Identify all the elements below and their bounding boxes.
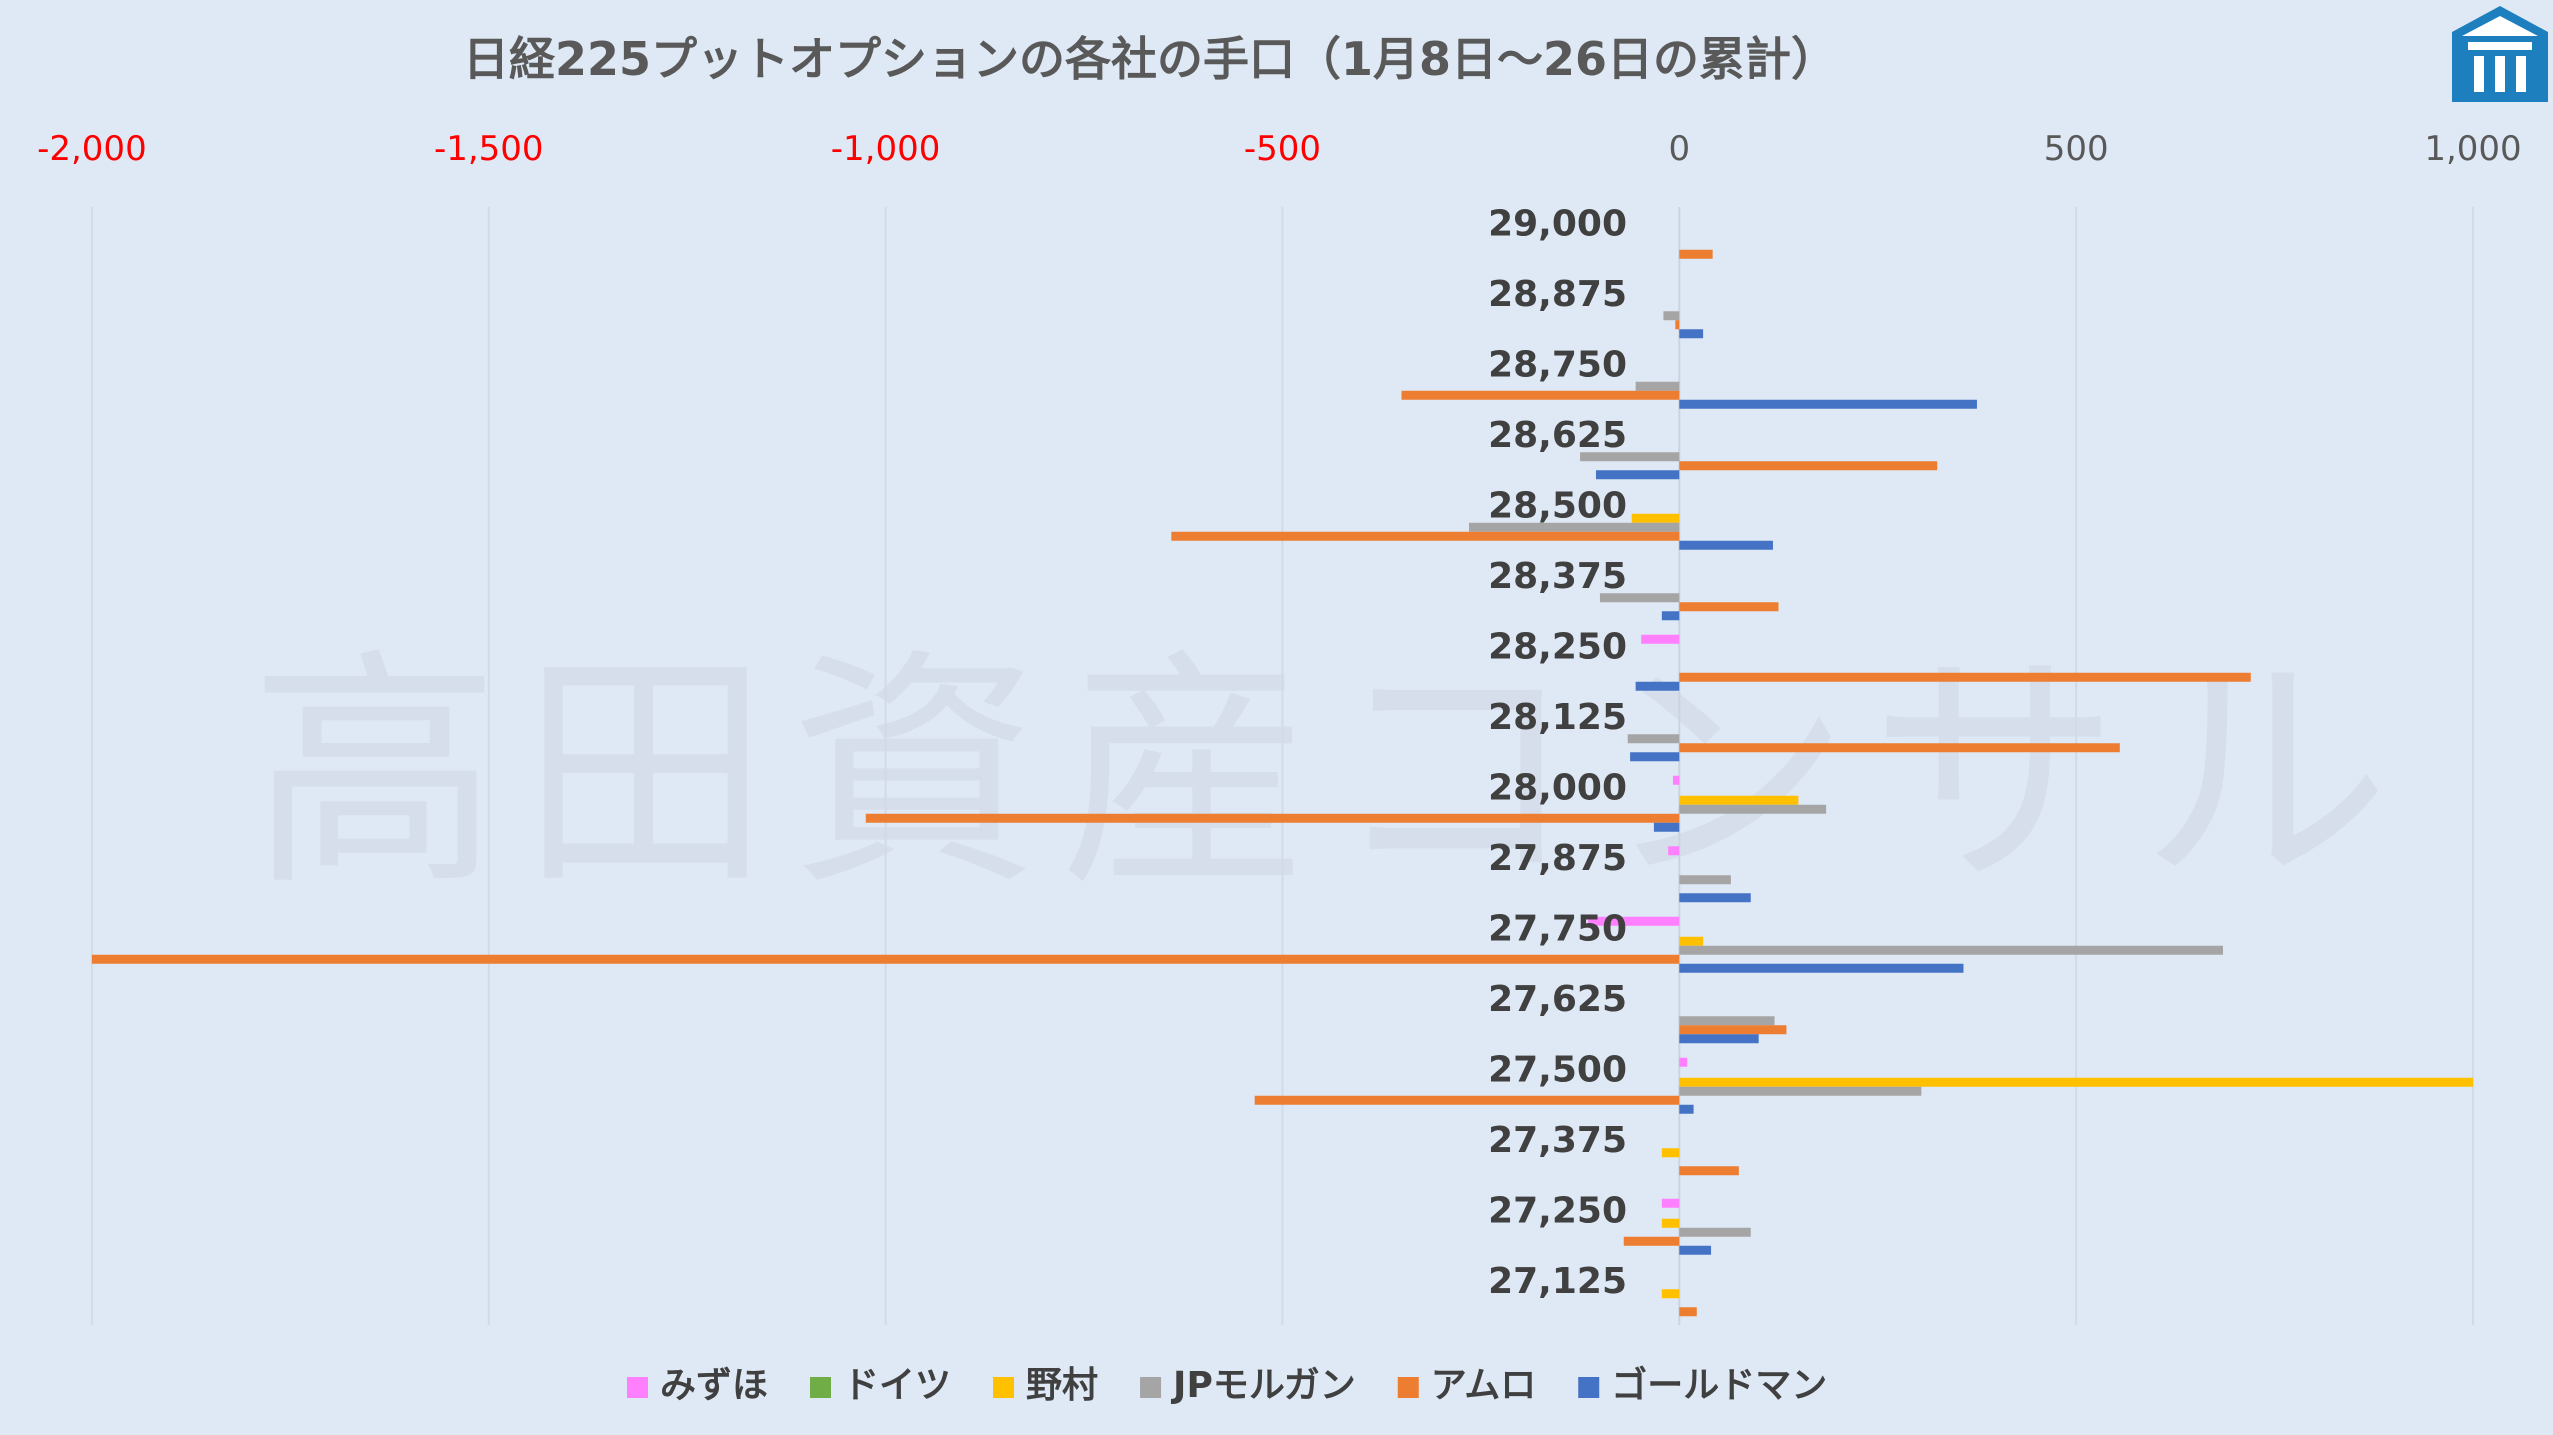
bar: [865, 813, 1680, 823]
y-tick-label: 27,250: [1488, 1190, 1627, 1231]
bar: [1679, 672, 2251, 682]
y-tick-label: 27,125: [1488, 1261, 1627, 1302]
bar: [1679, 540, 1773, 550]
bar: [1661, 611, 1680, 621]
legend-label: アムロ: [1431, 1365, 1536, 1406]
legend-label: ドイツ: [843, 1365, 951, 1406]
bar: [1663, 311, 1680, 321]
x-tick-label: 1,000: [2424, 129, 2521, 169]
y-tick-label: 29,000: [1488, 203, 1627, 244]
category-labels: 29,000 28,875 28,750 28,625 28,500 28,375 28,2…: [1488, 203, 1627, 1302]
bar: [1679, 1057, 1688, 1067]
bar: [1627, 734, 1680, 744]
bar: [1679, 329, 1704, 339]
bar: [1679, 1245, 1712, 1255]
bar: [1679, 399, 1977, 409]
y-tick-label: 27,500: [1488, 1049, 1627, 1090]
bar: [1630, 752, 1680, 762]
bar: [1254, 1095, 1680, 1105]
bar: [1595, 470, 1680, 480]
legend-label: ゴールドマン: [1611, 1364, 1827, 1406]
x-tick-label: 0: [1668, 129, 1690, 169]
bar: [1679, 1077, 2473, 1087]
bars: [91, 249, 2473, 1317]
bar: [1679, 795, 1799, 805]
bar: [1679, 1016, 1775, 1026]
bar: [1588, 916, 1680, 926]
legend-swatch: [1578, 1377, 1600, 1398]
bar: [1468, 522, 1680, 532]
y-tick-label: 28,000: [1488, 767, 1627, 808]
bar: [1679, 936, 1704, 946]
bar: [1679, 893, 1751, 903]
bar: [1679, 1227, 1751, 1237]
bar: [1679, 1034, 1759, 1044]
legend-label: JPモルガン: [1170, 1365, 1356, 1406]
watermark-text: 高田資産コンサル: [250, 628, 2410, 919]
bar: [1599, 593, 1680, 603]
legend-swatch: [627, 1377, 648, 1398]
y-tick-label: 28,750: [1488, 344, 1627, 385]
legend: みずほ ドイツ 野村 JPモルガン アムロ ゴールドマン: [627, 1364, 1827, 1406]
bar: [1635, 681, 1680, 691]
y-tick-label: 28,625: [1488, 415, 1627, 456]
y-tick-label: 28,500: [1488, 485, 1627, 526]
bar: [1661, 1148, 1680, 1158]
legend-label: 野村: [1026, 1365, 1098, 1406]
bar: [1679, 1025, 1787, 1035]
bar: [1679, 249, 1713, 259]
bar: [1672, 775, 1680, 785]
company-logo-icon: [2452, 6, 2548, 102]
bar: [1661, 1218, 1680, 1228]
x-axis-ticks: -2,000 -1,500 -1,000 -500 0 500 1,000: [37, 129, 2522, 169]
bar: [91, 954, 1680, 964]
bar: [1675, 320, 1680, 330]
x-tick-label: -2,000: [37, 129, 147, 169]
y-tick-label: 28,875: [1488, 274, 1627, 315]
x-tick-label: 500: [2044, 129, 2109, 169]
x-tick-label: -1,000: [831, 129, 941, 169]
y-tick-label: 27,750: [1488, 908, 1627, 949]
bar: [1679, 461, 1938, 471]
x-tick-label: -500: [1244, 129, 1321, 169]
bar: [1641, 634, 1680, 644]
bar: [1668, 846, 1680, 856]
bar: [1661, 1289, 1680, 1299]
bar: [1653, 822, 1680, 832]
bar: [1679, 1307, 1697, 1317]
bar: [1679, 963, 1964, 973]
y-tick-label: 27,625: [1488, 979, 1627, 1020]
y-tick-label: 27,875: [1488, 838, 1627, 879]
bar: [1580, 452, 1680, 462]
bar: [1679, 945, 2223, 955]
bar: [1679, 743, 2120, 753]
y-tick-label: 28,375: [1488, 556, 1627, 597]
bar: [1401, 390, 1680, 400]
legend-label: みずほ: [660, 1365, 768, 1406]
bar: [1679, 1086, 1922, 1096]
bar: [1171, 531, 1680, 541]
bar: [1679, 875, 1731, 885]
chart-title: 日経225プットオプションの各社の手口（1月8日～26日の累計）: [463, 32, 1837, 86]
y-tick-label: 28,125: [1488, 697, 1627, 738]
legend-swatch: [1140, 1377, 1162, 1398]
bar: [1631, 513, 1680, 523]
bar: [1635, 381, 1680, 391]
legend-swatch: [810, 1377, 832, 1398]
y-tick-label: 28,250: [1488, 626, 1627, 667]
y-tick-label: 27,375: [1488, 1120, 1627, 1161]
bar: [1679, 1104, 1694, 1114]
legend-swatch: [993, 1377, 1015, 1398]
bar: [1661, 1198, 1680, 1208]
bar: [1679, 804, 1827, 814]
bar: [1623, 1236, 1680, 1246]
bar: [1679, 1166, 1739, 1176]
legend-swatch: [1397, 1377, 1419, 1398]
x-tick-label: -1,500: [434, 129, 544, 169]
bar: [1679, 602, 1779, 612]
